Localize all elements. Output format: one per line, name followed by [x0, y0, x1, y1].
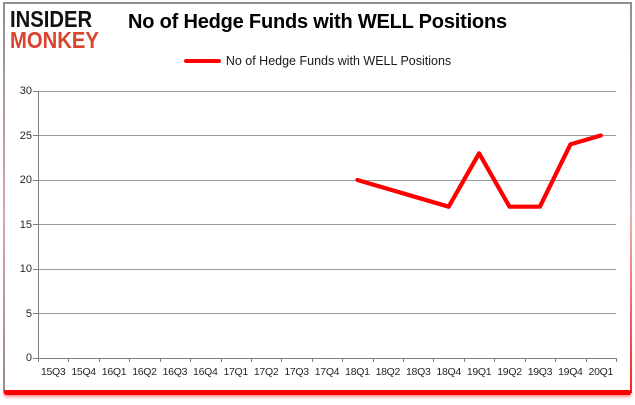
gridline: [38, 313, 616, 314]
y-axis-label: 25: [19, 129, 32, 142]
y-axis-label: 30: [19, 85, 32, 97]
x-axis-label: 17Q4: [314, 366, 340, 378]
x-axis-label: 17Q3: [284, 366, 309, 378]
x-axis-label: 18Q2: [375, 366, 401, 378]
x-axis-tick: [281, 358, 283, 362]
x-axis-tick: [68, 358, 70, 362]
x-axis-tick: [524, 358, 526, 362]
chart-title: No of Hedge Funds with WELL Positions: [128, 11, 507, 33]
y-axis-label: 20: [19, 174, 32, 186]
x-axis-label: 19Q3: [527, 366, 553, 378]
x-axis-label: 18Q1: [345, 366, 370, 378]
x-axis-tick: [372, 358, 374, 362]
gridline: [38, 90, 616, 92]
x-axis-tick: [190, 358, 192, 362]
x-axis-label: 18Q4: [436, 366, 461, 378]
y-axis-tick: [33, 135, 38, 136]
y-axis-label: 15: [19, 218, 32, 231]
y-axis-tick: [33, 90, 38, 92]
y-axis-tick: [33, 357, 38, 359]
card-border-right: [630, 2, 632, 393]
x-axis-label: 16Q2: [132, 366, 157, 378]
gridline: [38, 268, 616, 270]
y-axis-label: 10: [19, 263, 32, 275]
gridline: [38, 224, 616, 225]
x-axis-tick: [463, 358, 465, 362]
x-axis-label: 19Q2: [497, 366, 522, 378]
logo-insider-text: INSIDER: [10, 6, 93, 32]
x-axis-tick: [585, 358, 587, 362]
x-axis-label: 15Q3: [40, 366, 66, 378]
legend-line-swatch: [183, 59, 221, 63]
x-axis-label: 16Q1: [101, 366, 127, 378]
y-axis-label: 0: [25, 352, 32, 364]
x-axis-tick: [494, 358, 496, 362]
logo-monkey-text: MONKEY: [10, 27, 99, 53]
gridline: [38, 179, 616, 181]
card-border-top: [3, 2, 632, 4]
x-axis-tick: [433, 358, 435, 362]
x-axis-label: 20Q1: [588, 366, 614, 378]
gridline: [38, 135, 616, 136]
x-axis-tick: [403, 358, 405, 362]
x-axis-tick: [98, 358, 100, 362]
x-axis-tick: [250, 358, 252, 362]
x-axis-tick: [342, 358, 344, 362]
gridline: [38, 357, 616, 359]
y-axis-label: 5: [25, 307, 32, 320]
x-axis-tick: [220, 358, 222, 362]
y-axis-tick: [33, 313, 38, 314]
legend-label: No of Hedge Funds with WELL Positions: [225, 54, 452, 68]
bottom-red-bar: [4, 390, 631, 395]
x-axis-label: 16Q3: [162, 366, 188, 378]
x-axis-label: 15Q4: [71, 366, 96, 378]
series-line: [355, 133, 603, 209]
y-axis-tick: [33, 179, 38, 181]
x-axis-label: 17Q1: [223, 366, 248, 378]
card-border-left: [3, 2, 5, 393]
x-axis-label: 18Q3: [406, 366, 431, 378]
x-axis-label: 17Q2: [253, 366, 279, 378]
x-axis-tick: [311, 358, 313, 362]
y-axis-tick: [33, 224, 38, 225]
x-axis-tick: [38, 358, 39, 362]
y-axis-tick: [33, 268, 38, 270]
x-axis-label: 19Q4: [558, 366, 583, 378]
x-axis-tick: [129, 358, 131, 362]
insider-monkey-logo: INSIDER MONKEY: [10, 6, 111, 53]
y-axis-line: [38, 91, 39, 358]
x-axis-tick: [159, 358, 161, 362]
x-axis-label: 16Q4: [193, 366, 218, 378]
x-axis-label: 19Q1: [466, 366, 492, 378]
legend: No of Hedge Funds with WELL Positions: [0, 53, 635, 69]
x-axis-tick: [616, 358, 617, 362]
x-axis-tick: [555, 358, 557, 362]
